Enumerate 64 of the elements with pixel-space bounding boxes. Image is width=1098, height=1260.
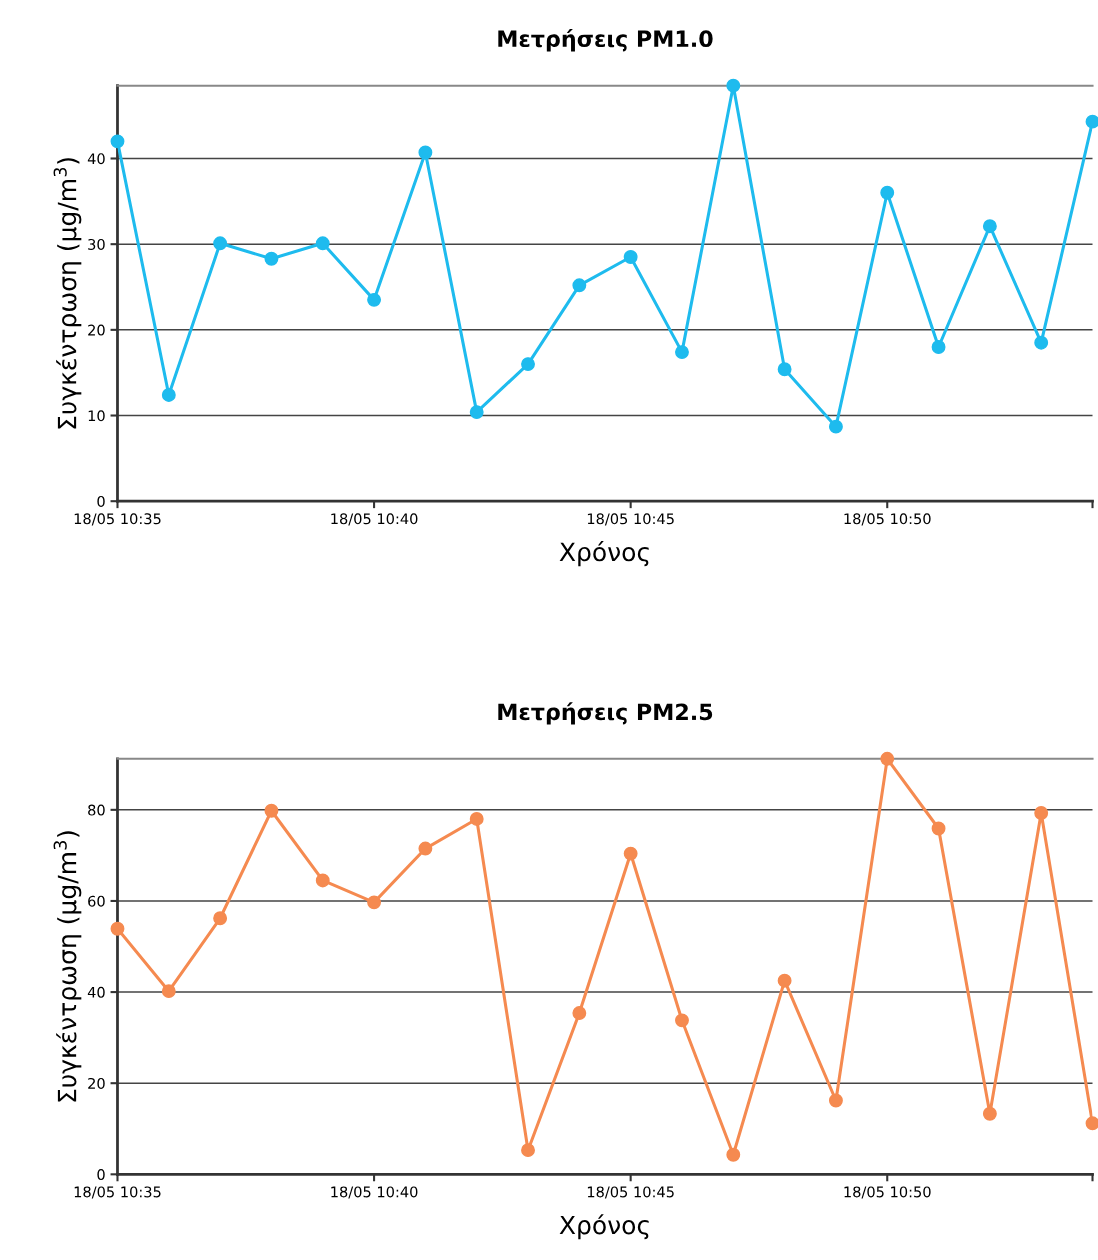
point — [777, 362, 792, 377]
point — [880, 751, 895, 766]
x-tick-label: 18/05 10:40 — [331, 1186, 418, 1199]
y-tick-label: 10 — [88, 410, 105, 422]
point — [367, 895, 382, 910]
point — [1034, 335, 1049, 350]
point — [931, 821, 946, 836]
point — [828, 419, 843, 434]
point — [213, 911, 228, 926]
y-tick-label: 40 — [87, 986, 105, 998]
point — [315, 873, 330, 888]
point — [880, 185, 895, 200]
x-tick-label: 18/05 10:35 — [74, 1186, 161, 1199]
point — [418, 145, 433, 160]
point — [521, 357, 535, 372]
y-tick-label: 60 — [88, 895, 105, 907]
point — [931, 340, 946, 354]
y-tick-label: 20 — [88, 1077, 105, 1089]
point — [367, 292, 382, 307]
point — [110, 921, 125, 936]
point — [469, 812, 484, 826]
y-tick-label: 0 — [97, 495, 105, 507]
x-tick-label: 18/05 10:50 — [844, 1186, 931, 1199]
x-tick-label: 18/05 10:45 — [587, 1186, 674, 1199]
point — [161, 388, 176, 402]
point — [777, 973, 792, 988]
point — [572, 278, 587, 293]
chart-title: Μετρήσεις PM1.0 — [498, 29, 713, 52]
y-tick-label: 0 — [97, 1169, 105, 1181]
point — [675, 345, 689, 360]
point — [521, 1143, 535, 1158]
point — [982, 219, 997, 234]
point — [675, 1013, 689, 1028]
point — [1085, 114, 1098, 129]
y-tick-label: 40 — [87, 153, 105, 165]
point — [315, 236, 330, 251]
y-axis-title: Συγκέντρωση (μg/m$^{3}$) — [53, 158, 82, 429]
point — [982, 1106, 997, 1121]
x-axis-title: Χρόνος — [559, 1214, 649, 1240]
y-axis-title: Συγκέντρωση (μg/m$^{3}$) — [53, 831, 82, 1102]
x-tick-label: 18/05 10:50 — [844, 513, 931, 526]
y-tick-label: 30 — [88, 238, 105, 250]
point — [726, 1147, 741, 1162]
point — [110, 134, 125, 149]
point — [418, 841, 433, 856]
point — [264, 803, 279, 818]
y-tick-label: 80 — [88, 804, 105, 816]
x-tick-label: 18/05 10:35 — [74, 513, 161, 526]
x-tick-label: 18/05 10:45 — [587, 513, 674, 526]
point — [726, 78, 741, 93]
point — [213, 236, 228, 251]
x-tick-label: 18/05 10:40 — [331, 513, 418, 526]
point — [828, 1093, 843, 1108]
point — [1034, 806, 1049, 820]
point — [161, 984, 176, 999]
chart-title: Μετρήσεις PM2.5 — [498, 702, 713, 725]
point — [623, 250, 638, 264]
point — [572, 1006, 587, 1020]
point — [469, 405, 484, 420]
point — [264, 251, 279, 266]
y-tick-label: 20 — [88, 324, 105, 336]
point — [623, 846, 638, 861]
point — [1085, 1116, 1098, 1131]
x-axis-title: Χρόνος — [559, 541, 649, 567]
